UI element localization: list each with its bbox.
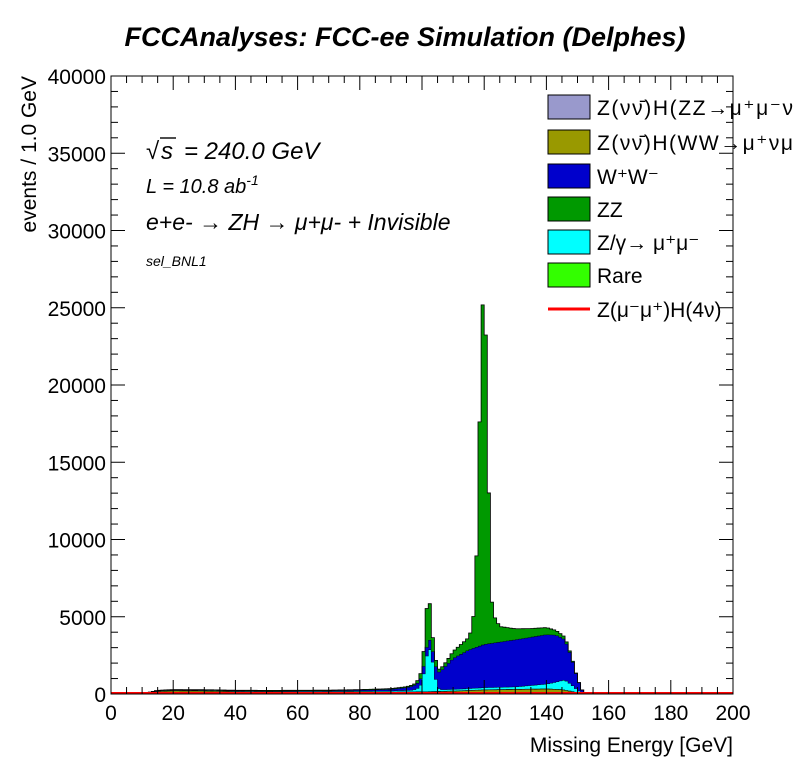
legend-swatch (547, 129, 591, 155)
y-tick-label: 15000 (48, 452, 106, 475)
legend-swatch (547, 229, 591, 255)
y-tick-label: 0 (94, 684, 106, 707)
x-tick-label: 100 (404, 702, 439, 725)
series-area (111, 304, 733, 694)
legend-swatch (547, 163, 591, 189)
legend-swatch (547, 94, 591, 120)
y-tick-label: 30000 (48, 221, 106, 244)
sqrt-s-value: = 240.0 GeV (184, 138, 321, 165)
x-tick-label: 20 (162, 702, 185, 725)
legend-swatch (547, 262, 591, 288)
legend-label: Z(μ⁻μ⁺)H(4ν) (597, 299, 722, 322)
legend-label: Z/γ→ μ⁺μ⁻ (597, 232, 699, 255)
selection-label: sel_BNL1 (146, 253, 207, 269)
legend-entry: W⁺W⁻ (547, 163, 659, 189)
x-tick-label: 180 (653, 702, 688, 725)
x-tick-label: 80 (348, 702, 371, 725)
process-annotation: e+e- → ZH → μ+μ- + Invisible (146, 209, 451, 235)
y-tick-label: 20000 (48, 375, 106, 398)
x-tick-label: 40 (224, 702, 247, 725)
plot-frame (110, 75, 734, 695)
x-tick-label: 60 (286, 702, 309, 725)
legend-label: W⁺W⁻ (597, 166, 659, 189)
y-tick-label: 40000 (48, 66, 106, 89)
legend: Z(νν̄)H(ZZ→μ⁺μ⁻ν Z(νν̄)H(WW→μ⁺νμ W⁺W⁻ ZZ Z/γ… (547, 94, 793, 322)
y-tick-label: 35000 (48, 143, 106, 166)
legend-label: Z(νν̄)H(ZZ→μ⁺μ⁻ν (597, 97, 793, 120)
series-outline (111, 304, 733, 695)
legend-label: Rare (597, 265, 643, 288)
x-tick-label: 120 (467, 702, 502, 725)
legend-swatch (547, 196, 591, 222)
lumi-exponent: -1 (246, 172, 258, 188)
chart-title: FCCAnalyses: FCC-ee Simulation (Delphes) (124, 22, 685, 52)
lumi-annotation: L = 10.8 ab-1 (146, 172, 259, 198)
x-tick-label: 0 (105, 702, 117, 725)
sqrt-symbol: √ (146, 138, 160, 165)
legend-entry: Z(νν̄)H(ZZ→μ⁺μ⁻ν (547, 94, 793, 120)
legend-entry: Rare (547, 262, 643, 288)
legend-entry: Z(μ⁻μ⁺)H(4ν) (548, 299, 722, 322)
legend-label: Z(νν̄)H(WW→μ⁺νμ (597, 132, 793, 155)
legend-label: ZZ (597, 199, 623, 222)
legend-entry: Z/γ→ μ⁺μ⁻ (547, 229, 699, 255)
y-tick-label: 10000 (48, 530, 106, 553)
x-axis-label: Missing Energy [GeV] (530, 734, 733, 757)
plot-area (111, 304, 733, 695)
series-ZZ (111, 304, 733, 695)
x-tick-label: 140 (529, 702, 564, 725)
sqrt-s-symbol: s (161, 138, 173, 165)
legend-entry: ZZ (547, 196, 623, 222)
y-tick-label: 5000 (59, 607, 106, 630)
x-tick-label: 200 (715, 702, 750, 725)
axis-ticks (110, 75, 734, 695)
legend-entry: Z(νν̄)H(WW→μ⁺νμ (547, 129, 793, 155)
x-tick-label: 160 (591, 702, 626, 725)
y-axis-label: events / 1.0 GeV (18, 76, 41, 232)
axis-tick-labels: 0 20 40 60 80 100 120 140 160 180 200 0 5000 10000 150… (48, 66, 751, 725)
y-tick-label: 25000 (48, 298, 106, 321)
sqrt-s-annotation: √ s = 240.0 GeV (146, 137, 321, 165)
lumi-text: L = 10.8 ab (146, 176, 246, 198)
